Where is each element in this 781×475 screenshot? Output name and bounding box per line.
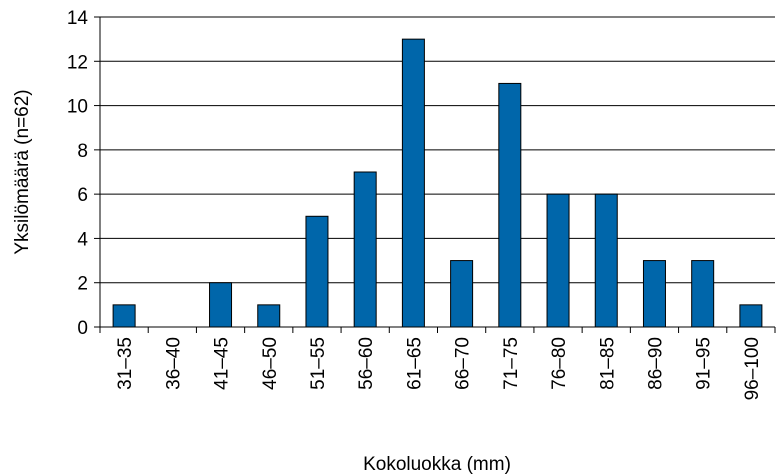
y-tick-label: 2 [77, 274, 88, 295]
bar [739, 304, 763, 328]
x-tick-label: 51–55 [308, 337, 329, 390]
x-tick-label: 66–70 [453, 337, 474, 390]
bar [594, 193, 618, 328]
bar [353, 171, 377, 328]
x-tick-label: 61–65 [404, 337, 425, 390]
x-tick-label: 76–80 [549, 337, 570, 390]
bar [450, 260, 474, 328]
y-axis-label: Yksilömäärä (n=62) [12, 89, 33, 254]
y-tick-label: 4 [77, 229, 88, 250]
x-tick-label: 36–40 [163, 337, 184, 390]
y-tick-label: 14 [67, 8, 89, 29]
bar [305, 215, 329, 328]
x-tick-label: 46–50 [260, 337, 281, 390]
x-tick-label: 91–95 [694, 337, 715, 390]
x-axis-label: Kokoluokka (mm) [363, 454, 511, 475]
bar [498, 82, 522, 328]
x-tick-label: 96–100 [742, 337, 763, 400]
x-tick-label: 56–60 [356, 337, 377, 390]
y-tick-label: 12 [67, 52, 88, 73]
x-tick-label: 81–85 [597, 337, 618, 390]
x-tick-label: 71–75 [501, 337, 522, 390]
x-tick-label: 31–35 [115, 337, 136, 390]
x-tick-label: 86–90 [645, 337, 666, 390]
x-tick-label: 41–45 [212, 337, 233, 390]
y-tick-label: 10 [67, 97, 88, 118]
bar [257, 304, 281, 328]
y-tick-label: 0 [77, 318, 88, 339]
bar [401, 38, 425, 328]
y-tick-label: 8 [77, 141, 88, 162]
bar [209, 282, 233, 328]
bar [642, 260, 666, 328]
y-tick-label: 6 [77, 185, 88, 206]
bar [112, 304, 136, 328]
bar [691, 260, 715, 328]
bar [546, 193, 570, 328]
